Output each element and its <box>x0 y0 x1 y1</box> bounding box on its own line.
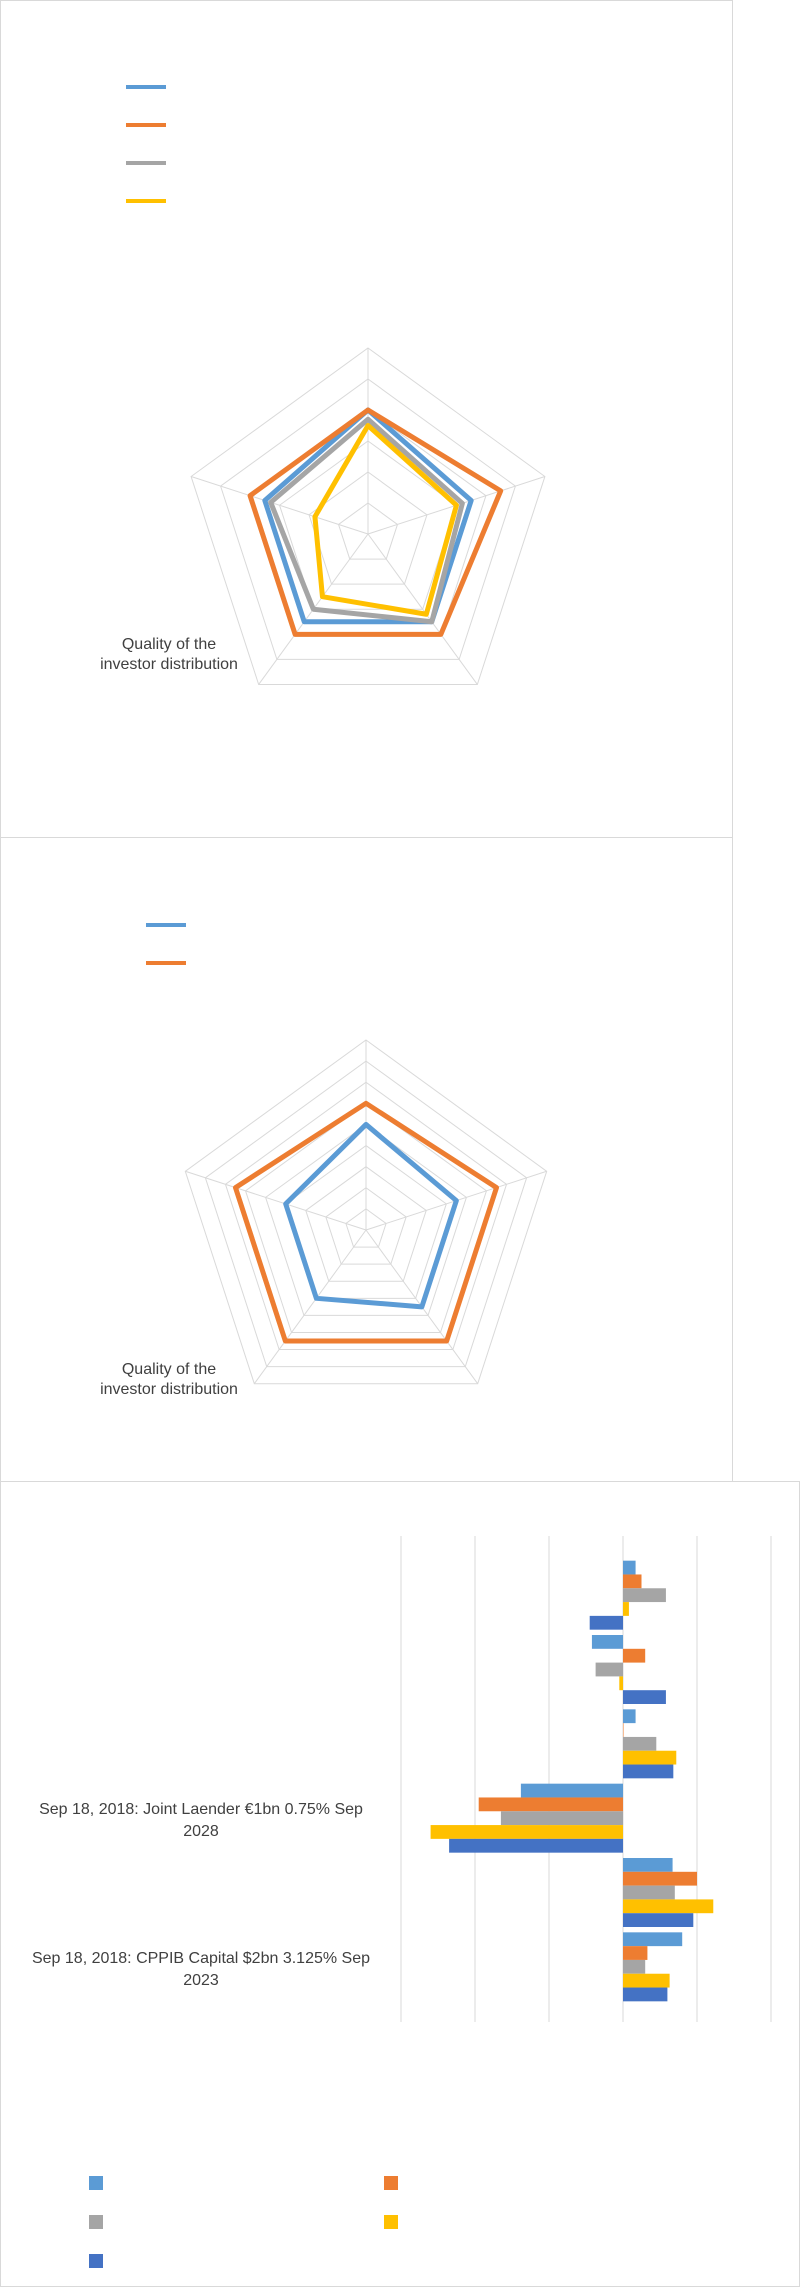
grid-ring-10 <box>184 1039 548 1385</box>
bar-quality-of-the-investor-distribution <box>623 1973 670 1988</box>
series-line-2 <box>247 407 504 637</box>
bar-structure-maturity <box>478 1797 623 1812</box>
bar-structure-maturity <box>623 1574 642 1589</box>
grid-ring-5 <box>337 502 399 560</box>
bar-timing <box>623 1932 683 1947</box>
grid-ring-10 <box>190 347 546 685</box>
bar-pricing <box>623 1885 675 1900</box>
legend-swatch-4 <box>384 2215 398 2229</box>
category-label: Sep 18, 2018: CPPIB Capital $2bn 3.125% … <box>32 1950 370 1989</box>
bar-timing <box>520 1783 623 1798</box>
bar-performance <box>623 1987 668 2002</box>
legend-swatch-2 <box>384 2176 398 2190</box>
bar-performance <box>623 1764 674 1779</box>
bar-timing <box>623 1858 673 1872</box>
grid-ring-9 <box>204 1060 528 1368</box>
euro-radar-chart: Quality of the investor distribution <box>100 923 548 1398</box>
legend-swatch-1 <box>89 2176 103 2190</box>
bar-quality-of-the-investor-distribution <box>619 1676 623 1691</box>
series-line-3 <box>268 416 465 625</box>
grid-ring-6 <box>265 1123 467 1316</box>
category-label: Sep 18, 2018: Joint Laender €1bn 0.75% S… <box>39 1801 363 1840</box>
spoke-quality-of-the-investor-distribution <box>253 1229 367 1385</box>
grid-ring-7 <box>244 1102 488 1333</box>
deviation-bar-panel: Sep 18, 2018: Joint Laender €1bn 0.75% S… <box>0 1481 800 2287</box>
bar-timing <box>623 1560 636 1575</box>
bar-pricing <box>500 1811 623 1826</box>
bar-structure-maturity <box>623 1723 624 1737</box>
bar-timing <box>623 1709 636 1724</box>
bar-quality-of-the-investor-distribution <box>430 1825 623 1839</box>
grid-ring-3 <box>325 1187 407 1265</box>
legend-swatch-3 <box>89 2215 103 2229</box>
bar-performance <box>623 1913 694 1927</box>
grid-ring-8 <box>224 1081 508 1351</box>
bar-performance <box>449 1838 623 1853</box>
series-line-4 <box>312 423 459 617</box>
grid-ring-4 <box>305 1166 427 1282</box>
axis-label-quality-of-the-investor-distribution: Quality of the investor distribution <box>100 1361 238 1398</box>
dollar-radar-chart: Quality of the investor distribution <box>100 85 546 685</box>
bar-quality-of-the-investor-distribution <box>623 1750 677 1765</box>
bar-timing <box>591 1635 623 1649</box>
bar-pricing <box>623 1588 666 1603</box>
spoke-pricing <box>367 533 478 685</box>
bar-quality-of-the-investor-distribution <box>623 1602 629 1616</box>
bar-structure-maturity <box>623 1871 697 1886</box>
bar-pricing <box>623 1959 646 1974</box>
spoke-performance <box>185 1170 367 1231</box>
spoke-performance <box>190 476 369 535</box>
legend-swatch-5 <box>89 2254 103 2268</box>
bar-performance <box>589 1615 623 1630</box>
axis-label-quality-of-the-investor-distribution: Quality of the investor distribution <box>100 636 238 673</box>
series-line-1 <box>262 407 474 625</box>
dollar-radar-panel: Quality of the investor distribution <box>0 0 733 838</box>
bar-structure-maturity <box>623 1946 648 1960</box>
euro-radar-panel: Quality of the investor distribution <box>0 837 733 1482</box>
grid-ring-2 <box>345 1208 387 1248</box>
grid-ring-5 <box>285 1144 447 1299</box>
bar-quality-of-the-investor-distribution <box>623 1899 714 1914</box>
bar-pricing <box>623 1736 657 1751</box>
deviation-bar-chart: Sep 18, 2018: Joint Laender €1bn 0.75% S… <box>32 1536 772 2268</box>
grid-ring-9 <box>219 378 517 660</box>
series-line-2 <box>232 1100 500 1344</box>
series-line-1 <box>283 1121 459 1310</box>
bar-pricing <box>595 1662 623 1677</box>
bar-performance <box>623 1690 666 1704</box>
bar-structure-maturity <box>623 1648 646 1663</box>
